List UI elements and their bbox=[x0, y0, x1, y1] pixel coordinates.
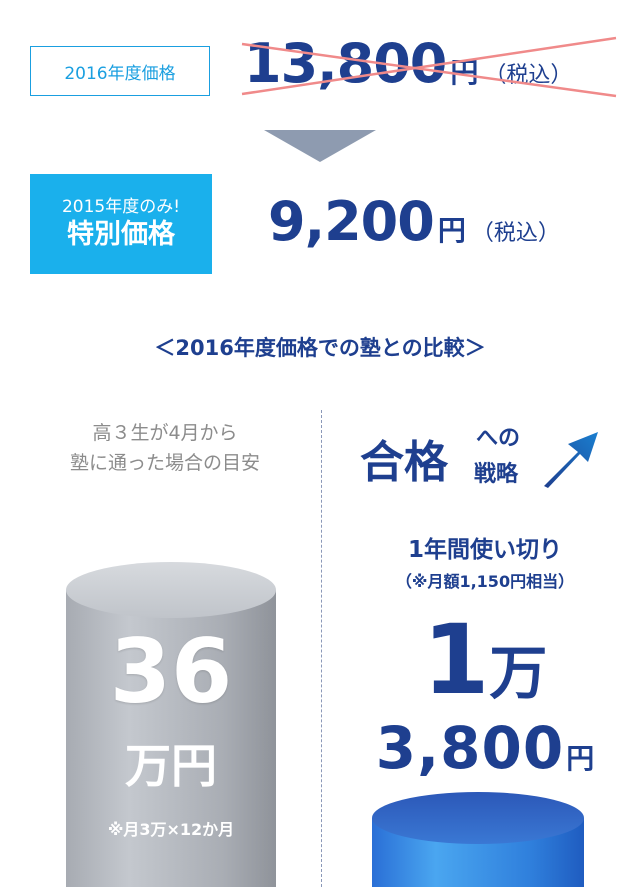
strategy-heading-main: 1年間使い切り bbox=[407, 537, 562, 563]
up-right-arrow-icon bbox=[544, 432, 598, 488]
cram-school-unit: 万円 bbox=[125, 739, 217, 793]
old-price-value: 13,800 bbox=[244, 32, 447, 95]
strategy-cylinder bbox=[372, 792, 584, 887]
strategy-amount-rest-value: 3,800 bbox=[375, 714, 565, 782]
strategy-logo-main: 合格 bbox=[360, 437, 448, 488]
old-price-unit: 円 bbox=[450, 56, 479, 89]
special-price-label-line2: 特別価格 bbox=[67, 218, 175, 250]
strategy-heading: 1年間使い切り （※月額1,150円相当） bbox=[330, 530, 640, 592]
comparison-divider bbox=[321, 410, 322, 887]
old-price-tax: （税込） bbox=[484, 63, 573, 88]
cram-school-cylinder bbox=[66, 562, 276, 887]
strategy-heading-sub: （※月額1,150円相当） bbox=[395, 572, 575, 591]
cram-school-amount: 36 bbox=[109, 620, 233, 723]
strategy-logo-he: への bbox=[476, 425, 521, 451]
comparison-title: ＜2016年度価格での塾との比較＞ bbox=[154, 336, 486, 360]
cram-school-desc-line2: 塾に通った場合の目安 bbox=[69, 452, 260, 475]
special-price-label: 2015年度のみ! 特別価格 bbox=[30, 174, 212, 274]
strategy-amount-man: 1万 bbox=[330, 604, 640, 716]
strategy-amount-yen-unit: 円 bbox=[566, 742, 595, 775]
cram-school-desc-line1: 高３生が4月から bbox=[92, 422, 238, 444]
strategy-logo-senryaku: 戦略 bbox=[474, 461, 519, 487]
cram-school-note: ※月3万×12か月 bbox=[107, 820, 235, 839]
special-price-label-line1: 2015年度のみ! bbox=[61, 196, 181, 217]
strategy-logo: 合格 への 戦略 bbox=[352, 420, 612, 500]
cram-school-description: 高３生が4月から 塾に通った場合の目安 bbox=[20, 418, 310, 479]
old-price-label-text: 2016年度価格 bbox=[64, 63, 176, 84]
special-price-unit: 円 bbox=[437, 214, 466, 247]
down-arrow-icon bbox=[264, 130, 376, 162]
old-price-label: 2016年度価格 bbox=[30, 46, 210, 96]
special-price-value: 9,200 bbox=[268, 190, 435, 253]
strategy-amount-man-unit: 万 bbox=[489, 639, 548, 707]
old-price: 13,800 円（税込） bbox=[244, 32, 572, 95]
strategy-amount-rest: 3,800円 bbox=[330, 714, 640, 782]
special-price: 9,200 円（税込） bbox=[268, 190, 560, 253]
special-price-tax: （税込） bbox=[471, 221, 560, 246]
strategy-amount-man-value: 1 bbox=[422, 604, 490, 716]
